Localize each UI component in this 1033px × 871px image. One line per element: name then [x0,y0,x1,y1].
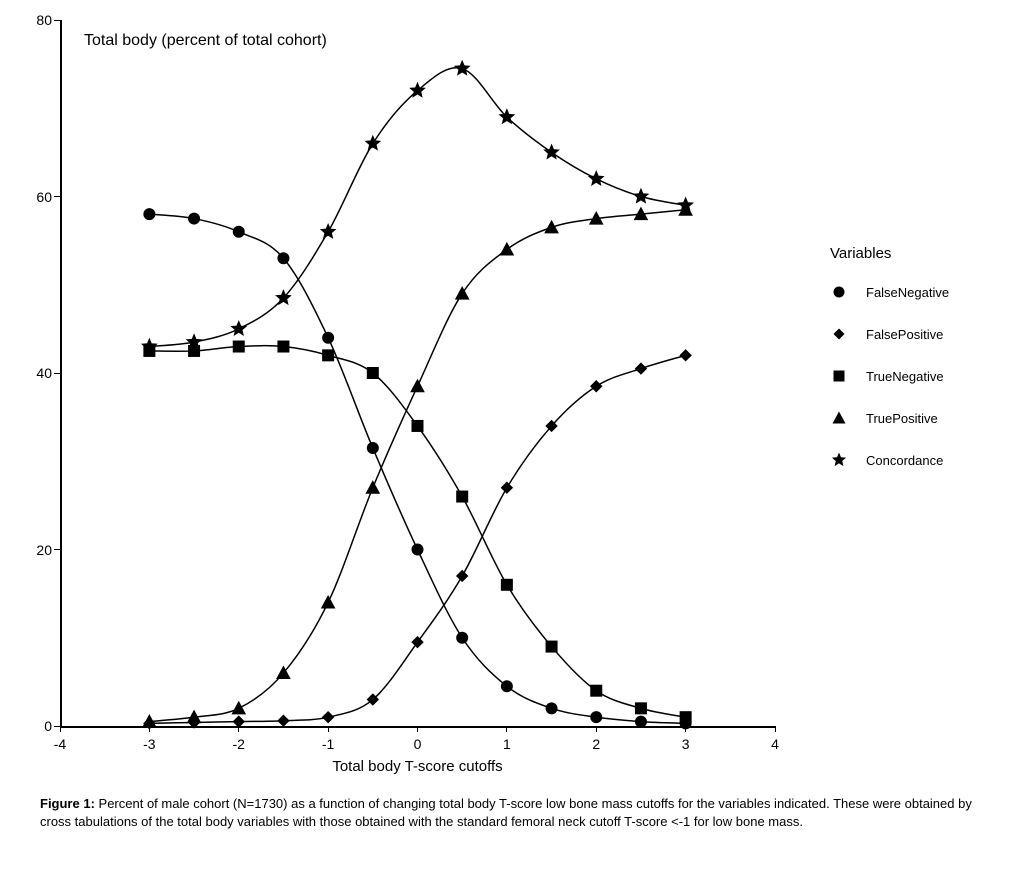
series-marker-falsenegative [144,209,155,220]
series-marker-truenegative [233,341,244,352]
series-marker-concordance [366,136,380,150]
legend-title: Variables [830,245,891,262]
series-marker-truenegative [412,420,423,431]
series-line-falsepositive [149,355,685,723]
legend-item-truepositive: TruePositive [830,409,938,427]
series-marker-truepositive [411,380,424,392]
square-icon [830,367,848,385]
series-marker-falsenegative [367,443,378,454]
series-marker-truenegative [546,641,557,652]
star-icon [830,451,848,469]
series-marker-falsenegative [546,703,557,714]
series-marker-concordance [232,321,246,335]
legend-label: FalseNegative [866,285,949,300]
diamond-icon [830,325,848,343]
series-marker-falsenegative [189,213,200,224]
series-marker-truepositive [500,243,513,255]
series-marker-truenegative [501,579,512,590]
chart-plot [0,0,1033,871]
series-marker-truepositive [232,702,245,714]
figure-page: Total body (percent of total cohort) -4-… [0,0,1033,871]
series-marker-falsepositive [457,570,468,581]
series-marker-falsepositive [680,350,691,361]
series-marker-falsenegative [412,544,423,555]
series-marker-concordance [455,61,469,75]
series-marker-truenegative [367,368,378,379]
circle-icon [830,283,848,301]
series-line-concordance [149,68,685,347]
series-marker-truenegative [323,350,334,361]
series-marker-truenegative [680,712,691,723]
series-marker-truenegative [278,341,289,352]
legend-label: TrueNegative [866,369,944,384]
series-marker-truepositive [456,287,469,299]
series-marker-falsenegative [233,226,244,237]
series-marker-truepositive [545,221,558,233]
caption-text: Percent of male cohort (N=1730) as a fun… [40,796,972,829]
series-marker-falsepositive [323,712,334,723]
series-marker-falsenegative [501,681,512,692]
series-marker-falsepositive [501,482,512,493]
figure-caption: Figure 1: Percent of male cohort (N=1730… [40,795,995,830]
series-marker-falsepositive [233,716,244,727]
series-marker-falsenegative [323,332,334,343]
series-marker-falsenegative [278,253,289,264]
series-marker-truenegative [591,685,602,696]
caption-prefix: Figure 1: [40,796,95,811]
series-marker-truenegative [457,491,468,502]
legend-item-concordance: Concordance [830,451,943,469]
series-marker-truenegative [635,703,646,714]
legend-label: Concordance [866,453,943,468]
series-marker-falsenegative [457,632,468,643]
series-marker-concordance [321,224,335,238]
series-line-truenegative [149,346,685,717]
series-marker-concordance [634,189,648,203]
legend-label: TruePositive [866,411,938,426]
series-marker-falsenegative [635,716,646,727]
series-marker-truepositive [366,481,379,493]
series-marker-falsenegative [591,712,602,723]
series-marker-truepositive [322,596,335,608]
legend-item-falsepositive: FalsePositive [830,325,943,343]
triangle-icon [830,409,848,427]
series-marker-falsepositive [591,381,602,392]
legend-item-truenegative: TrueNegative [830,367,944,385]
series-marker-concordance [589,171,603,185]
legend-item-falsenegative: FalseNegative [830,283,949,301]
series-marker-falsepositive [412,637,423,648]
legend-label: FalsePositive [866,327,943,342]
series-marker-falsepositive [278,715,289,726]
series-marker-falsepositive [635,363,646,374]
